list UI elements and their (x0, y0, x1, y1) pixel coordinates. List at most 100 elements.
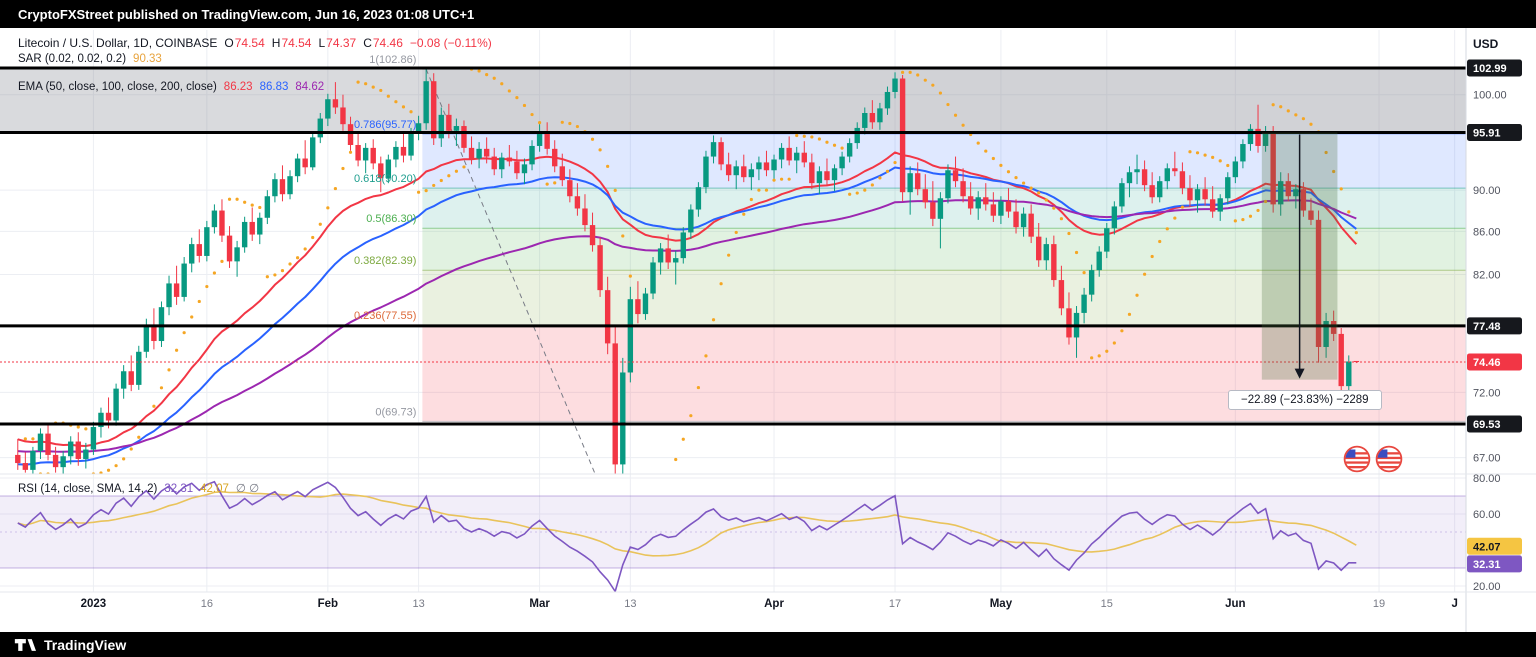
candle-body (695, 187, 702, 210)
candle-body (778, 147, 785, 160)
sar-dot (1006, 170, 1011, 174)
rsi-axis-label[interactable]: 20.00 (1473, 581, 1501, 593)
sar-dot (1226, 163, 1230, 168)
candle-body (877, 108, 883, 123)
sar-dot (900, 70, 905, 74)
candle-body (998, 201, 1004, 216)
price-range-tool[interactable] (1261, 132, 1338, 380)
sar-dot (719, 282, 723, 286)
candle-body (166, 283, 172, 308)
sar-dot (492, 76, 496, 80)
sar-dot (522, 103, 527, 108)
candle-body (604, 290, 611, 344)
ohlc-close: C 74.46 (363, 36, 403, 50)
candle-body (423, 81, 429, 124)
axis-badge: 102.99 (1467, 59, 1522, 77)
sar-dot (1309, 122, 1313, 126)
sar-dot (1158, 239, 1162, 244)
time-axis-layer[interactable]: 2023 16 Feb 13 Mar 13 Apr 17 May 15 Jun 19 J (81, 598, 1458, 610)
price-range-label[interactable]: −22.89 (−23.83%) −2289 (1228, 390, 1382, 410)
sar-dot (1052, 206, 1056, 210)
sar-dot (1044, 198, 1048, 202)
candle-body (862, 113, 868, 128)
sar-dot (1074, 250, 1079, 255)
ohlc-low: L 74.37 (318, 36, 357, 50)
sar-dot (500, 82, 504, 86)
sar-dot (182, 331, 186, 335)
symbol-legend[interactable]: Litecoin / U.S. Dollar, 1D, COINBASE O 74… (18, 36, 492, 50)
footer-brand[interactable]: TradingView (44, 636, 127, 653)
ema200-value: 84.62 (295, 81, 325, 93)
candle-body (1005, 201, 1012, 212)
candle-body (552, 148, 558, 167)
sar-dot (1067, 231, 1071, 236)
sar-dot (288, 262, 292, 266)
sar-dot (114, 464, 118, 468)
daily-change: −0.08 (−0.11%) (409, 36, 492, 50)
sar-dot (333, 186, 338, 191)
sar-dot (205, 284, 209, 289)
candle-body (30, 450, 36, 470)
sar-dot (371, 85, 375, 89)
axis-badge-text: 102.99 (1473, 63, 1507, 75)
sar-dot (1324, 150, 1328, 155)
sar-dot (1059, 217, 1064, 221)
ema-legend[interactable]: EMA (50, close, 100, close, 200, close) … (18, 81, 324, 93)
candle-body (113, 388, 119, 421)
candle-body (824, 171, 830, 181)
candle-body (241, 221, 248, 248)
candle-body (415, 123, 422, 133)
candle-body (22, 463, 29, 470)
us-flag-event-icon[interactable] (1343, 445, 1371, 473)
fib-label: 0(69.73) (375, 406, 416, 418)
sar-dot (590, 137, 595, 141)
price-axis-label[interactable]: 100.00 (1473, 90, 1507, 102)
candle-body (1066, 308, 1072, 338)
price-axis-label[interactable]: 67.00 (1473, 453, 1501, 465)
symbol-title: Litecoin / U.S. Dollar, 1D, COINBASE (18, 36, 218, 50)
tradingview-logo-icon[interactable] (14, 635, 36, 655)
sar-dot (1248, 214, 1253, 218)
candle-body (453, 126, 460, 131)
candle-body (257, 217, 263, 235)
price-axis-label[interactable]: 72.00 (1473, 387, 1501, 399)
price-axis-label[interactable]: 82.00 (1473, 270, 1501, 282)
candle-body (990, 204, 997, 216)
sar-dot (1241, 217, 1245, 222)
ema50-line (17, 151, 1358, 447)
candle-body (688, 209, 694, 233)
time-axis-label: 16 (201, 598, 213, 610)
candle-body (1217, 198, 1223, 212)
rsi-legend[interactable]: RSI (14, close, SMA, 14, 2) 32.31 42.07 … (18, 481, 259, 495)
sar-dot (485, 73, 489, 77)
candle-body (1043, 244, 1049, 261)
sar-dot (1021, 181, 1026, 185)
rsi-value: 32.31 (164, 483, 194, 495)
rsi-axis-label[interactable]: 80.00 (1473, 473, 1501, 485)
price-axis-label[interactable]: 86.00 (1473, 226, 1501, 238)
sar-dot (863, 188, 867, 192)
sar-dot (1203, 153, 1207, 157)
candle-body (1202, 189, 1208, 200)
candle-body (468, 147, 475, 159)
candle-body (219, 210, 225, 236)
candle-body (340, 107, 346, 125)
sar-dot (273, 273, 277, 277)
candle-body (763, 162, 770, 171)
candle-body (317, 118, 323, 138)
sar-dot (454, 169, 459, 173)
rsi-axis-label[interactable]: 60.00 (1473, 509, 1501, 521)
sar-dot (280, 269, 285, 273)
sar-dot (530, 112, 534, 117)
us-flag-event-icon[interactable] (1375, 445, 1403, 473)
candle-body (1232, 161, 1239, 178)
candle-body (476, 148, 482, 159)
price-axis-label[interactable]: 90.00 (1473, 185, 1501, 197)
candle-body (1209, 199, 1216, 212)
candle-body (1134, 169, 1140, 173)
sar-dot (212, 271, 217, 275)
time-axis-label: May (990, 598, 1013, 610)
sar-dot (243, 200, 247, 204)
sar-legend[interactable]: SAR (0.02, 0.02, 0.2) 90.33 (18, 53, 162, 65)
